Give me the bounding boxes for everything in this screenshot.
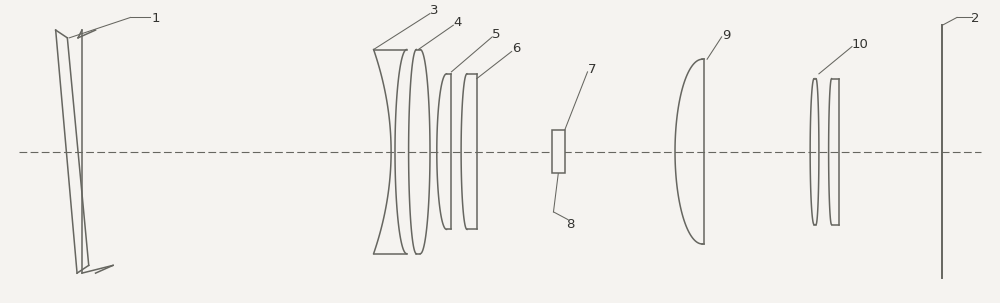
Text: 2: 2 bbox=[971, 12, 979, 25]
Bar bbox=[552, 130, 565, 173]
Text: 8: 8 bbox=[566, 218, 574, 231]
Text: 1: 1 bbox=[152, 12, 160, 25]
Text: 3: 3 bbox=[430, 5, 438, 18]
Text: 7: 7 bbox=[588, 63, 596, 76]
Text: 4: 4 bbox=[453, 16, 462, 29]
Text: 6: 6 bbox=[512, 42, 520, 55]
Text: 9: 9 bbox=[722, 29, 730, 42]
Text: 10: 10 bbox=[852, 38, 869, 52]
Text: 5: 5 bbox=[492, 28, 501, 41]
